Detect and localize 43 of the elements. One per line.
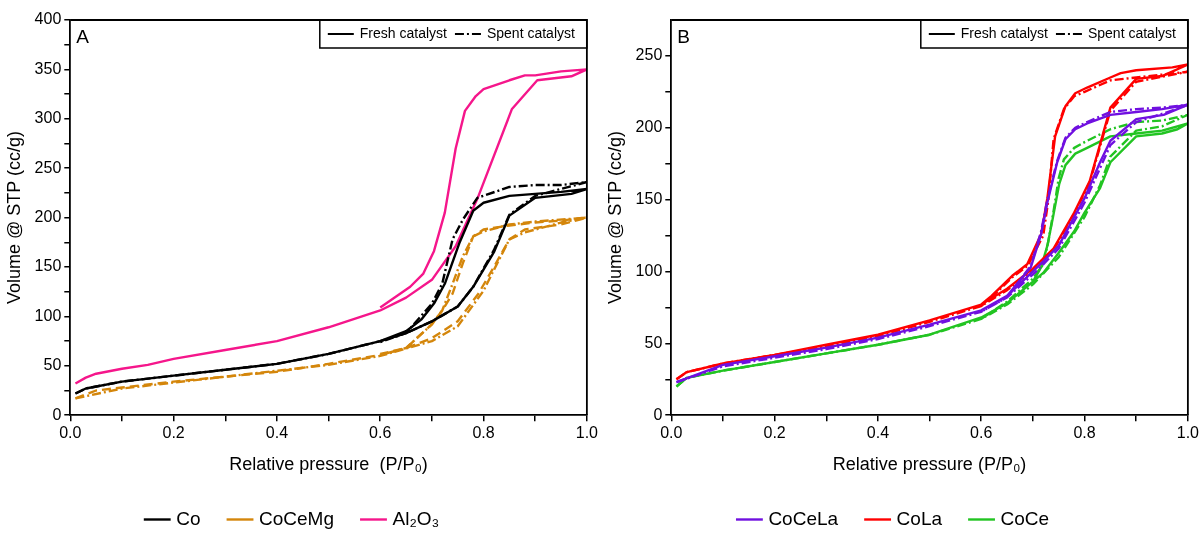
legend-label: Al₂O₃ xyxy=(392,507,440,529)
y-tick-label: 100 xyxy=(34,306,62,324)
y-tick-label: 250 xyxy=(635,46,663,64)
y-axis-title: Volume @ STP (cc/g) xyxy=(3,131,24,305)
y-tick-label: 250 xyxy=(34,158,62,176)
x-axis-title: Relative pressure (P/P₀) xyxy=(229,454,428,475)
x-axis-title: Relative pressure (P/P₀) xyxy=(832,454,1027,475)
legend-label: CoLa xyxy=(896,507,943,529)
y-tick-label: 400 xyxy=(34,10,62,28)
annotation: B xyxy=(677,25,690,47)
x-tick-label: 1.0 xyxy=(575,424,599,442)
annotation: Spent catalyst xyxy=(1087,24,1176,41)
x-tick-label: 0.4 xyxy=(866,424,890,442)
x-tick-label: 0.2 xyxy=(162,424,185,442)
x-tick-label: 0.8 xyxy=(472,424,495,442)
x-tick-label: 0.6 xyxy=(369,424,392,442)
x-tick-label: 0.2 xyxy=(763,424,786,442)
legend-label: CoCe xyxy=(1000,507,1050,529)
x-tick-label: 0.6 xyxy=(970,424,993,442)
x-tick-label: 0.0 xyxy=(660,424,683,442)
x-tick-label: 0.4 xyxy=(265,424,289,442)
legend-label: CoCeMg xyxy=(259,507,334,529)
y-tick-label: 50 xyxy=(43,356,62,374)
legend-label: CoCeLa xyxy=(768,507,839,529)
x-tick-label: 0.8 xyxy=(1073,424,1096,442)
legend-label: Co xyxy=(176,507,201,529)
y-tick-label: 150 xyxy=(635,190,663,208)
annotation: Spent catalyst xyxy=(486,24,575,41)
annotation: A xyxy=(76,25,90,47)
annotation: Fresh catalyst xyxy=(960,24,1049,41)
y-tick-label: 350 xyxy=(34,59,62,77)
y-tick-label: 150 xyxy=(34,257,62,275)
y-tick-label: 200 xyxy=(34,208,62,226)
y-tick-label: 300 xyxy=(34,109,62,127)
y-tick-label: 50 xyxy=(644,333,663,351)
y-tick-label: 200 xyxy=(635,118,663,136)
x-tick-label: 0.0 xyxy=(59,424,82,442)
y-tick-label: 0 xyxy=(52,405,62,423)
annotation: Fresh catalyst xyxy=(359,24,448,41)
y-axis-title: Volume @ STP (cc/g) xyxy=(604,131,625,305)
y-tick-label: 0 xyxy=(653,405,663,423)
x-tick-label: 1.0 xyxy=(1176,424,1200,442)
y-tick-label: 100 xyxy=(635,261,663,279)
